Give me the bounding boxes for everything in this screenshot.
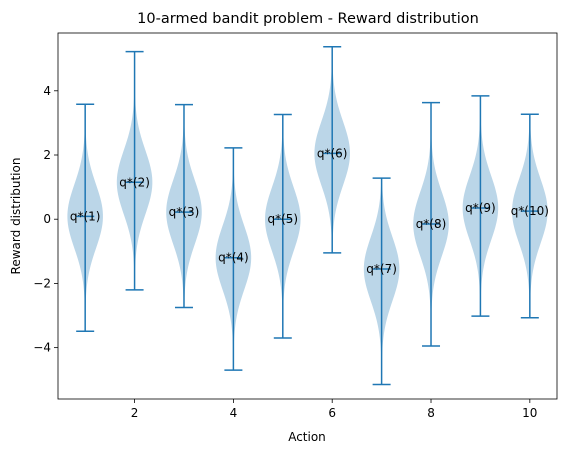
x-axis-label: Action [288,430,326,444]
annotations: q*(1) q*(2) q*(3) q*(4) q*(5) q*(6) q*(7) q*(8)… [70,146,549,276]
x-tick-label: 6 [328,406,336,420]
annotation-label: q*(7) [366,262,397,276]
annotation-label: q*(1) [70,209,101,223]
violin-action-2 [116,50,153,291]
y-axis: −4 −2 0 2 4 [33,84,58,355]
y-tick-label: 4 [43,84,51,98]
violin-action-9 [462,95,499,317]
annotation-label: q*(6) [317,146,348,160]
y-tick-label: 2 [43,148,51,162]
annotation-label: q*(5) [267,212,298,226]
y-tick-label: 0 [43,212,51,226]
plot-area: q*(1) q*(2) q*(3) q*(4) q*(5) q*(6) q*(7) q*(8)… [57,32,558,400]
violin-action-5 [265,113,301,339]
violin-action-6 [314,46,350,254]
y-axis-label: Reward distribution [9,158,23,275]
plot-frame [57,32,558,400]
violin-action-1 [67,103,103,333]
chart-title: 10-armed bandit problem - Reward distrib… [137,11,479,27]
violins [67,46,548,386]
x-tick-label: 4 [230,406,238,420]
annotation-label: q*(2) [119,175,150,189]
x-tick-label: 2 [131,406,139,420]
annotation-label: q*(8) [416,217,447,231]
x-axis: 2 4 6 8 10 [131,399,537,420]
violin-action-10 [512,113,548,319]
x-tick-label: 10 [522,406,537,420]
annotation-label: q*(9) [465,201,496,215]
violin-action-8 [413,101,449,347]
annotation-label: q*(3) [169,205,200,219]
violin-action-7 [363,177,400,386]
annotation-label: q*(10) [511,204,549,218]
violin-action-4 [215,147,252,371]
y-tick-label: −4 [33,341,51,355]
annotation-label: q*(4) [218,251,249,265]
violin-action-3 [166,103,202,309]
y-tick-label: −2 [33,276,51,290]
x-tick-label: 8 [427,406,435,420]
